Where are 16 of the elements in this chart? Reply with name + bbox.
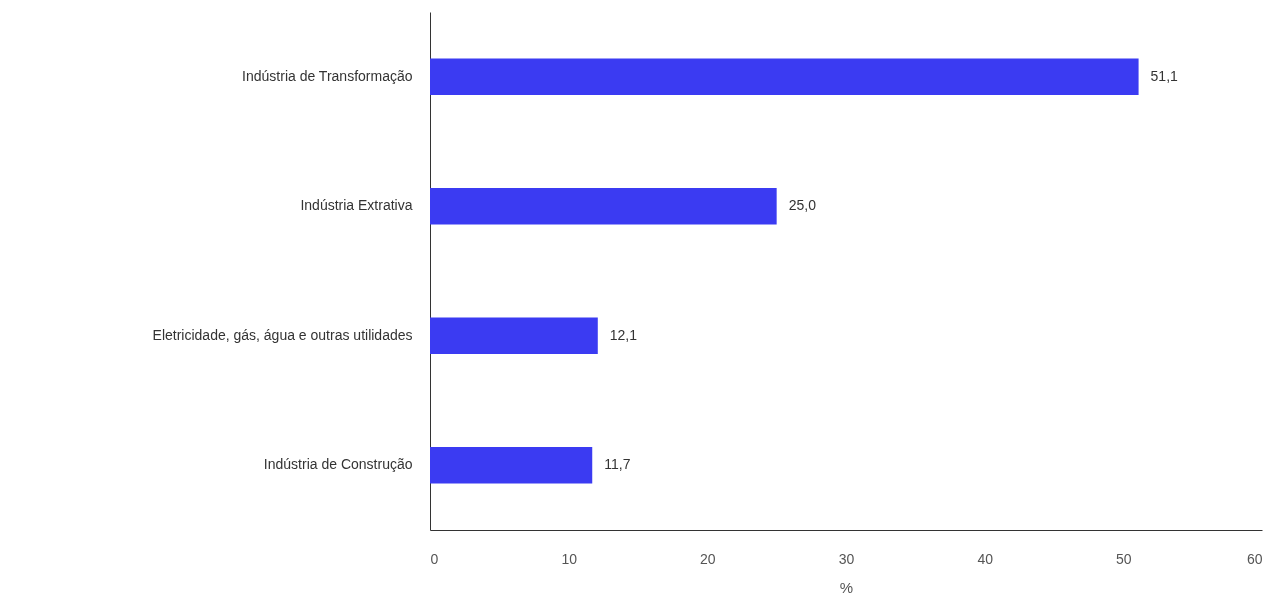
x-tick-label: 30 (838, 550, 855, 567)
x-tick-label: 50 (1116, 550, 1132, 567)
data-label: 11,7 (604, 456, 631, 473)
x-tick-label: 60 (1246, 550, 1263, 567)
x-axis-title: % (839, 578, 854, 596)
y-tick-label: Indústria de Transformação (242, 67, 413, 84)
x-tick-label: 10 (561, 550, 578, 567)
x-tick-label: 20 (700, 550, 716, 567)
data-label: 12,1 (609, 326, 638, 343)
x-tick-label: 40 (977, 550, 994, 567)
data-label: 25,0 (788, 197, 817, 214)
data-label: 51,1 (1150, 67, 1179, 84)
y-tick-label: Indústria de Construção (263, 456, 413, 473)
y-tick-label: Eletricidade, gás, água e outras utilidades (152, 326, 413, 343)
y-tick-label: Indústria Extrativa (300, 197, 413, 214)
x-tick-label: 0 (430, 550, 439, 567)
